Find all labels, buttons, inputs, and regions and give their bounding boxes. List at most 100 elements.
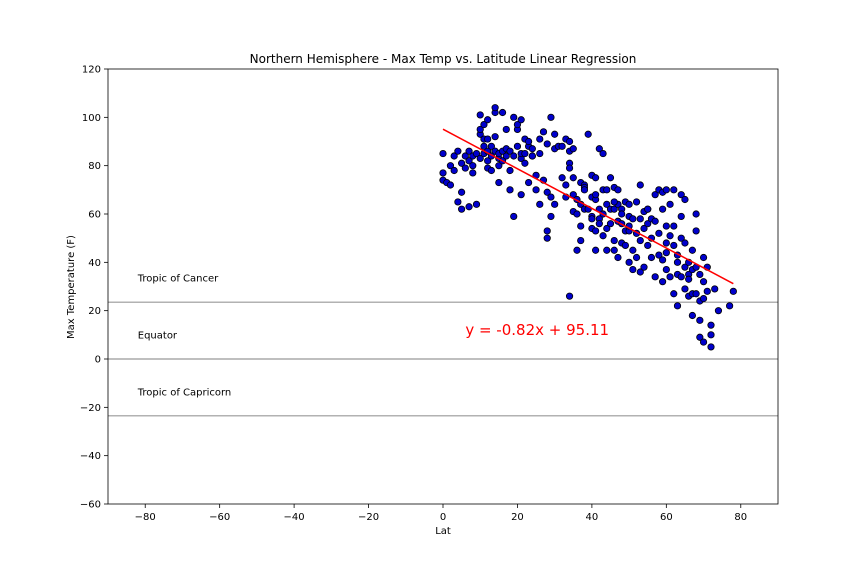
data-point	[595, 145, 603, 153]
x-tick-label: −80	[135, 512, 156, 523]
data-point	[651, 191, 659, 199]
x-tick-label: 40	[586, 512, 599, 523]
x-tick-label: −60	[209, 512, 230, 523]
data-point	[659, 278, 667, 286]
data-point	[632, 198, 641, 206]
data-point	[636, 268, 644, 276]
data-point	[502, 152, 510, 160]
y-tick-label: 60	[88, 210, 101, 221]
data-point	[558, 174, 566, 182]
data-point	[521, 149, 529, 158]
data-point	[446, 181, 455, 189]
data-point	[625, 258, 633, 266]
data-point	[699, 294, 708, 303]
data-point	[577, 236, 585, 245]
data-point	[636, 215, 644, 223]
data-point	[472, 200, 481, 208]
data-point	[506, 147, 514, 155]
data-point	[517, 116, 525, 124]
data-point	[677, 273, 685, 281]
x-tick-label: 20	[511, 512, 524, 523]
data-point	[681, 195, 689, 204]
data-point	[536, 149, 544, 158]
data-points	[439, 104, 737, 351]
data-point	[603, 246, 611, 254]
data-point	[491, 133, 499, 141]
data-point	[644, 241, 652, 250]
reference-lines: Tropic of Cancer Equator Tropic of Caprico…	[108, 274, 778, 417]
y-tick-label: 40	[88, 258, 101, 269]
data-point	[629, 246, 637, 254]
data-point	[606, 174, 615, 182]
data-point	[480, 120, 488, 129]
data-point	[696, 333, 704, 341]
data-point	[465, 157, 473, 165]
data-point	[506, 166, 514, 175]
data-point	[699, 253, 708, 262]
data-point	[461, 164, 469, 172]
data-point	[629, 265, 637, 274]
data-point	[454, 198, 462, 206]
reference-line-label: Tropic of Capricorn	[137, 387, 232, 398]
x-tick-label: 0	[440, 512, 446, 523]
data-point	[569, 145, 577, 153]
data-point	[673, 258, 682, 266]
y-tick-label: −60	[80, 500, 101, 511]
data-point	[521, 159, 529, 167]
data-point	[640, 263, 648, 271]
y-tick-label: 120	[82, 65, 101, 76]
data-point	[532, 186, 540, 194]
plot-area-frame	[107, 68, 779, 505]
data-point	[465, 203, 473, 211]
data-point	[558, 142, 566, 150]
data-point	[487, 142, 495, 150]
data-point	[454, 147, 462, 155]
data-point	[688, 246, 696, 254]
data-point	[543, 140, 551, 148]
data-point	[677, 212, 685, 221]
reference-line-label: Equator	[138, 330, 178, 341]
data-point	[569, 174, 577, 182]
y-tick-label: 100	[82, 113, 101, 124]
data-point	[458, 159, 466, 167]
y-tick-label: 80	[88, 161, 101, 172]
data-point	[703, 287, 711, 295]
data-point	[543, 227, 551, 235]
data-point	[476, 111, 484, 119]
data-point	[484, 135, 492, 143]
data-point	[640, 224, 648, 233]
data-point	[729, 287, 737, 295]
data-point	[588, 215, 596, 223]
data-point	[458, 188, 466, 196]
x-axis: −80 −60 −40 −20 0 20 40 60 80	[135, 504, 747, 523]
y-tick-label: 20	[88, 306, 101, 317]
data-point	[610, 246, 618, 254]
regression-line	[442, 128, 734, 285]
data-point	[644, 220, 652, 228]
data-point	[651, 217, 659, 225]
data-point	[547, 193, 555, 201]
data-point	[510, 212, 518, 221]
data-point	[562, 181, 570, 189]
data-point	[439, 149, 447, 158]
data-point	[495, 162, 503, 170]
x-tick-label: −40	[284, 512, 305, 523]
data-point	[517, 191, 525, 199]
data-point	[510, 152, 518, 160]
data-point	[603, 186, 611, 194]
data-point	[692, 227, 700, 235]
data-point	[525, 137, 533, 146]
data-point	[513, 142, 522, 150]
data-point	[450, 152, 458, 160]
data-point	[662, 186, 670, 194]
data-point	[498, 108, 507, 117]
data-point	[472, 149, 481, 158]
x-axis-label: Lat	[435, 526, 451, 537]
data-point	[711, 285, 719, 293]
data-point	[599, 149, 607, 158]
x-tick-label: 60	[660, 512, 673, 523]
data-point	[461, 152, 469, 160]
data-point	[480, 142, 488, 150]
data-point	[610, 236, 618, 245]
